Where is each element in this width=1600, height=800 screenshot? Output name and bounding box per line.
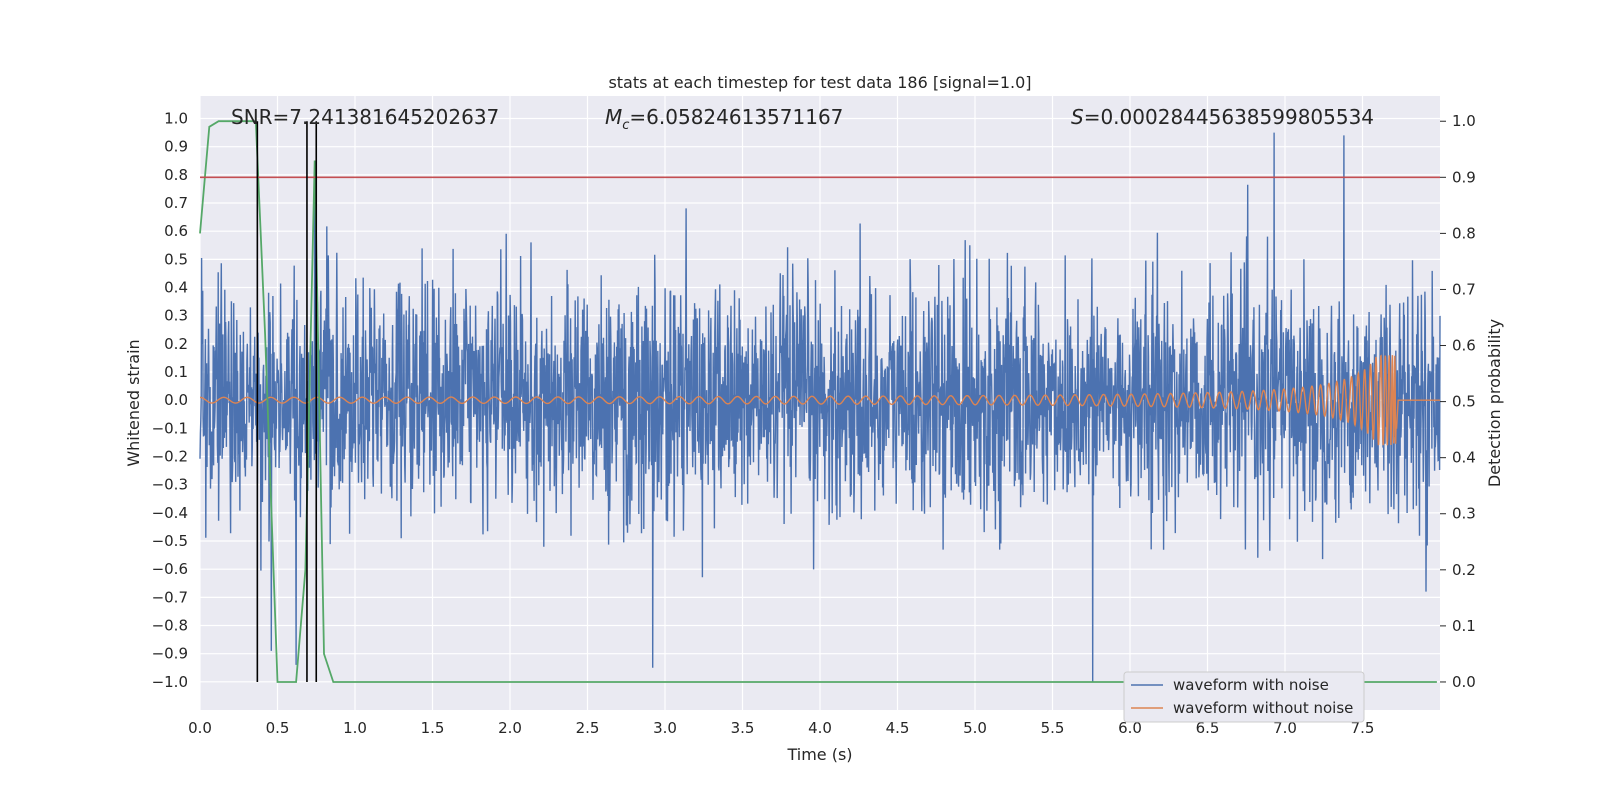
s-value: =0.00028445638599805534	[1084, 105, 1374, 129]
chart-title: stats at each timestep for test data 186…	[608, 73, 1031, 92]
x-tick-label: 3.0	[653, 719, 677, 737]
y-tick-label: 0.3	[164, 307, 188, 325]
x-tick-label: 4.0	[808, 719, 832, 737]
y-right-axis-label: Detection probability	[1485, 319, 1504, 487]
legend-box	[1123, 671, 1365, 723]
y-tick-label: −0.3	[152, 476, 188, 494]
clean-waveform-line	[199, 354, 1440, 446]
x-tick-label: 0.5	[266, 719, 290, 737]
y-right-tick-label: 0.4	[1452, 449, 1476, 467]
noisy-waveform-line	[199, 132, 1441, 682]
y-tick-label: 0.9	[164, 138, 188, 156]
x-tick-label: 6.0	[1118, 719, 1142, 737]
y-tick-label: −0.8	[152, 617, 188, 635]
clean-waveform-series	[199, 354, 1440, 446]
y-tick-label: 0.0	[164, 391, 188, 409]
chirp-mass-symbol: M	[605, 105, 622, 129]
y-tick-label: −0.9	[152, 645, 188, 663]
chirp-mass-subscript: c	[622, 118, 629, 133]
y-right-tick-label: 1.0	[1452, 112, 1476, 130]
y-tick-label: 0.7	[164, 194, 188, 212]
x-tick-label: 2.0	[498, 719, 522, 737]
y-tick-label: 0.6	[164, 222, 188, 240]
x-axis-label: Time (s)	[786, 745, 852, 764]
y-right-tick-label: 0.2	[1452, 561, 1476, 579]
y-tick-label: −0.5	[152, 532, 188, 550]
y-right-tick-label: 0.9	[1452, 168, 1476, 186]
overlay-lines	[200, 121, 1440, 682]
y-right-tick-label: 0.7	[1452, 280, 1476, 298]
snr-annotation: SNR=7.241381645202637	[231, 105, 499, 129]
s-annotation: S=0.00028445638599805534	[1071, 105, 1374, 129]
x-tick-label: 5.5	[1041, 719, 1065, 737]
y-right-tick-label: 0.8	[1452, 224, 1476, 242]
x-tick-label: 4.5	[886, 719, 910, 737]
y-tick-label: 1.0	[164, 110, 188, 128]
noisy-waveform-series	[199, 132, 1441, 682]
legend: waveform with noise waveform without noi…	[1123, 671, 1365, 723]
y-tick-label: −0.7	[152, 588, 188, 606]
x-tick-label: 6.5	[1196, 719, 1220, 737]
y-tick-label: 0.2	[164, 335, 188, 353]
y-tick-label: −0.4	[152, 504, 188, 522]
x-tick-label: 0.0	[188, 719, 212, 737]
y-tick-label: 0.5	[164, 250, 188, 268]
y-right-tick-labels: 1.0 0.9 0.8 0.7 0.6 0.5 0.4 0.3 0.2 0.1 0.0	[1440, 112, 1476, 691]
y-tick-label: −0.1	[152, 419, 188, 437]
y-right-tick-label: 0.3	[1452, 505, 1476, 523]
y-tick-labels: 1.0 0.9 0.8 0.7 0.6 0.5 0.4 0.3 0.2 0.1 0.0 −0.1 −0.…	[152, 110, 188, 691]
x-tick-label: 1.0	[343, 719, 367, 737]
chirp-mass-annotation: Mc=6.05824613571167	[605, 105, 843, 133]
y-tick-label: −0.2	[152, 448, 188, 466]
y-axis-label: Whitened strain	[124, 339, 143, 466]
chirp-mass-value: =6.05824613571167	[629, 105, 843, 129]
x-tick-label: 3.5	[731, 719, 755, 737]
detection-probability-line	[199, 120, 1437, 683]
s-symbol: S	[1071, 105, 1084, 129]
x-tick-label: 7.0	[1273, 719, 1297, 737]
y-right-tick-label: 0.6	[1452, 337, 1476, 355]
y-tick-label: −1.0	[152, 673, 188, 691]
x-tick-label: 7.5	[1351, 719, 1375, 737]
x-tick-label: 1.5	[421, 719, 445, 737]
y-right-tick-label: 0.5	[1452, 393, 1476, 411]
y-tick-label: 0.8	[164, 166, 188, 184]
y-right-tick-label: 0.0	[1452, 673, 1476, 691]
x-tick-label: 5.0	[963, 719, 987, 737]
detection-probability-series	[199, 120, 1437, 683]
x-tick-label: 2.5	[576, 719, 600, 737]
legend-label-noisy: waveform with noise	[1173, 676, 1329, 694]
y-tick-label: −0.6	[152, 560, 188, 578]
legend-label-clean: waveform without noise	[1173, 699, 1353, 717]
x-tick-labels: 0.0 0.5 1.0 1.5 2.0 2.5 3.0 3.5 4.0 4.5 5.0 5.5 6.0 6…	[188, 719, 1374, 737]
y-tick-label: 0.4	[164, 279, 188, 297]
y-tick-label: 0.1	[164, 363, 188, 381]
y-right-tick-label: 0.1	[1452, 617, 1476, 635]
